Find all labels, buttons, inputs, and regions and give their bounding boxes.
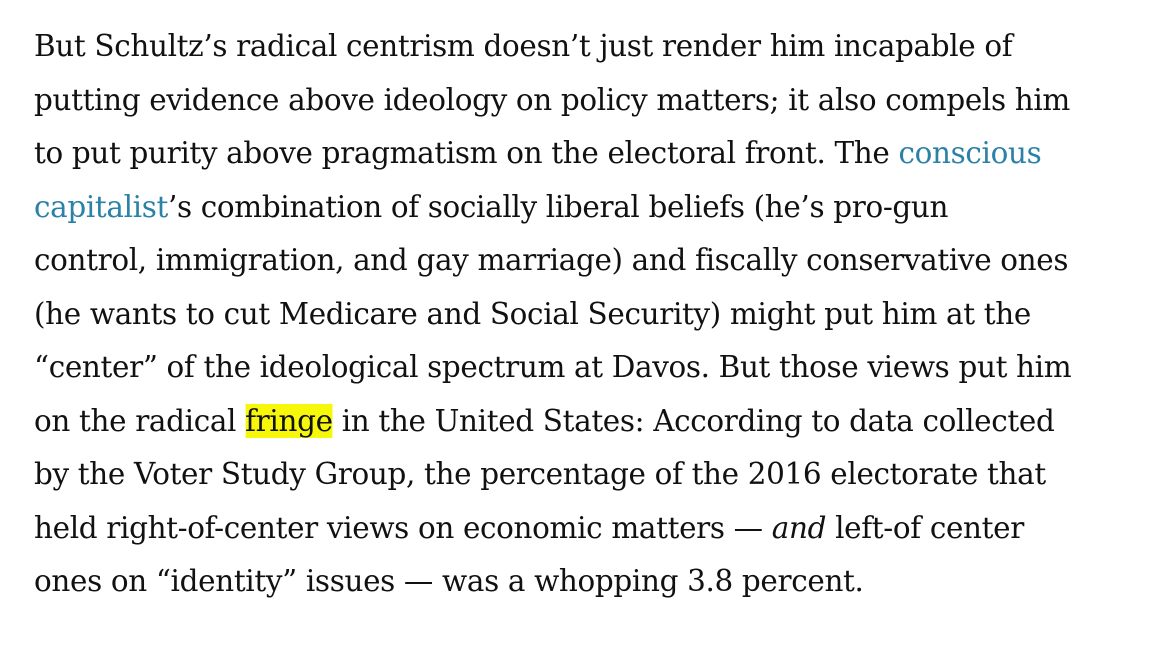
conscious-capitalist-link-part-1[interactable]: conscious — [898, 136, 1042, 170]
line-text: held right-of-center views on economic m… — [34, 510, 772, 545]
line-text: on the radical — [34, 403, 246, 438]
conscious-capitalist-link-part-2[interactable]: capitalist — [34, 189, 168, 224]
paragraph-line-8: on the radical fringe in the United Stat… — [34, 395, 1142, 449]
paragraph-line-3: to put purity above pragmatism on the el… — [34, 127, 1142, 181]
line-text: left-of center — [826, 510, 1024, 545]
paragraph-line-2: putting evidence above ideology on polic… — [34, 82, 1071, 117]
paragraph-line-11: ones on “identity” issues — was a whoppi… — [34, 564, 864, 598]
paragraph-line-4: capitalist’s combination of socially lib… — [34, 181, 1142, 235]
highlighted-word-fringe: fringe — [245, 403, 333, 438]
paragraph-line-10: held right-of-center views on economic m… — [34, 502, 1142, 556]
paragraph-line-1: But Schultz’s radical centrism doesn’t j… — [34, 29, 1013, 63]
paragraph-line-7: “center” of the ideological spectrum at … — [34, 350, 1072, 384]
line-text: to put purity above pragmatism on the el… — [34, 136, 899, 170]
paragraph-line-6: (he wants to cut Medicare and Social Sec… — [34, 296, 1031, 331]
paragraph-line-9: by the Voter Study Group, the percentage… — [34, 457, 1046, 491]
line-text: in the United States: According to data … — [332, 403, 1055, 438]
article-paragraph: But Schultz’s radical centrism doesn’t j… — [34, 20, 1144, 609]
paragraph-line-5: control, immigration, and gay marriage) … — [34, 243, 1069, 277]
line-text: ’s combination of socially liberal belie… — [167, 189, 949, 224]
italic-word-and: and — [771, 510, 827, 545]
